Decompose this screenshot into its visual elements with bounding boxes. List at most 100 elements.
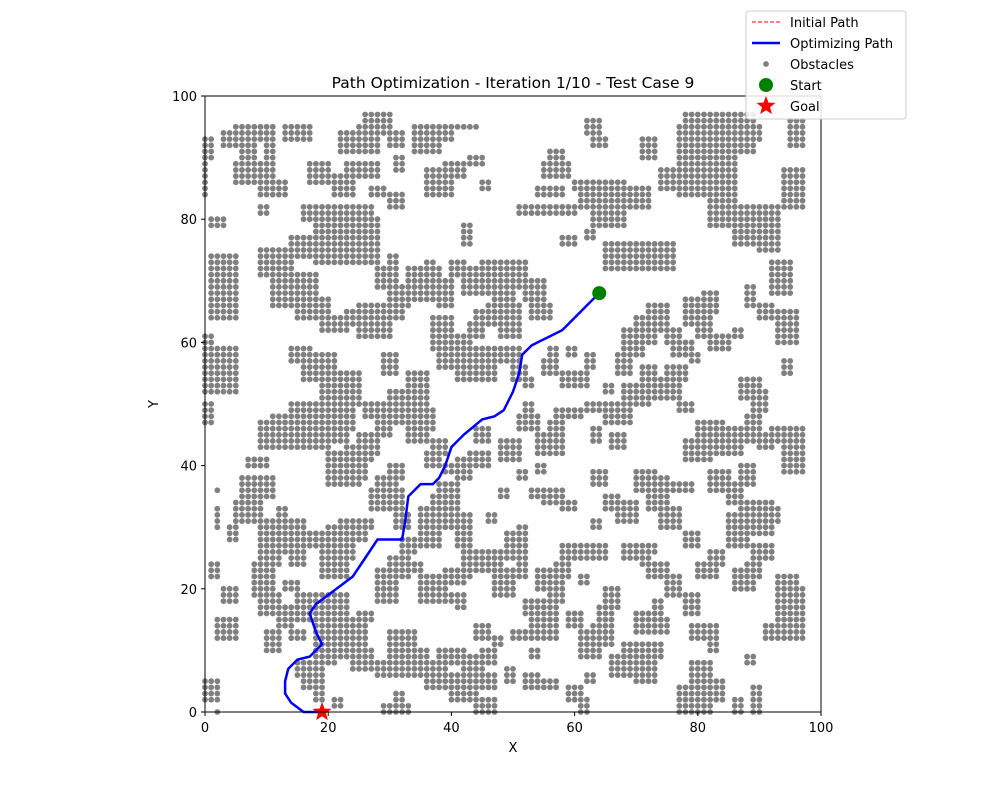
obstacle-point	[460, 240, 467, 247]
obstacle-point	[528, 302, 535, 309]
obstacle-point	[559, 542, 566, 549]
obstacle-point	[460, 173, 467, 179]
obstacle-point	[282, 413, 288, 420]
obstacle-point	[485, 511, 492, 518]
obstacle-point	[664, 240, 670, 247]
obstacle-point	[602, 641, 609, 648]
obstacle-point	[325, 234, 332, 241]
obstacle-point	[245, 456, 252, 463]
obstacle-point	[263, 555, 270, 561]
obstacle-point	[781, 191, 787, 198]
obstacle-point	[448, 653, 455, 660]
obstacle-point	[540, 290, 547, 297]
obstacle-point	[300, 271, 307, 278]
obstacle-point	[300, 210, 307, 216]
obstacle-point	[664, 573, 670, 580]
obstacle-point	[701, 438, 707, 444]
obstacle-point	[399, 462, 406, 469]
obstacle-point	[553, 431, 560, 438]
obstacle-point	[473, 462, 479, 469]
obstacle-point	[707, 450, 714, 457]
obstacle-point	[639, 327, 646, 333]
obstacle-point	[257, 253, 264, 260]
obstacle-point	[448, 327, 455, 333]
obstacle-point	[442, 678, 449, 685]
obstacle-point	[312, 160, 319, 167]
obstacle-point	[282, 542, 288, 549]
obstacle-point	[430, 462, 436, 469]
obstacle-point	[460, 653, 467, 660]
obstacle-point	[657, 629, 664, 635]
obstacle-point	[405, 394, 412, 401]
obstacle-point	[510, 277, 516, 284]
obstacle-point	[294, 314, 301, 321]
obstacle-point	[762, 444, 769, 451]
obstacle-point	[553, 364, 560, 370]
obstacle-point	[750, 394, 757, 401]
obstacle-point	[774, 222, 781, 229]
obstacle-point	[503, 357, 510, 364]
obstacle-point	[399, 702, 406, 709]
obstacle-point	[319, 234, 325, 241]
obstacle-point	[325, 167, 332, 173]
obstacle-point	[325, 173, 332, 179]
obstacle-point	[608, 616, 615, 623]
obstacle-point	[707, 117, 714, 124]
obstacle-point	[466, 653, 473, 660]
obstacle-point	[645, 548, 652, 555]
obstacle-point	[448, 647, 455, 654]
obstacle-point	[337, 327, 344, 333]
obstacle-point	[269, 160, 276, 167]
obstacle-point	[670, 388, 677, 395]
obstacle-point	[319, 629, 325, 635]
obstacle-point	[257, 160, 264, 167]
obstacle-point	[738, 493, 744, 500]
obstacle-point	[251, 592, 258, 598]
obstacle-point	[725, 431, 732, 438]
obstacle-point	[627, 345, 633, 352]
obstacle-point	[738, 573, 744, 580]
obstacle-point	[590, 197, 596, 204]
obstacle-point	[448, 598, 455, 605]
obstacle-point	[220, 370, 227, 377]
obstacle-point	[436, 579, 442, 586]
obstacle-point	[510, 321, 516, 327]
obstacle-point	[584, 364, 590, 370]
obstacle-point	[725, 185, 732, 192]
obstacle-point	[694, 130, 701, 136]
obstacle-point	[473, 327, 479, 333]
obstacle-point	[232, 351, 239, 358]
obstacle-point	[300, 610, 307, 617]
obstacle-point	[232, 130, 239, 136]
obstacle-point	[787, 573, 794, 580]
obstacle-point	[374, 592, 381, 598]
obstacle-point	[349, 142, 356, 149]
obstacle-point	[750, 690, 757, 697]
obstacle-point	[263, 148, 270, 155]
obstacle-point	[627, 382, 633, 389]
obstacle-point	[553, 684, 560, 691]
obstacle-point	[485, 696, 492, 703]
obstacle-point	[362, 450, 369, 457]
obstacle-point	[442, 185, 449, 192]
obstacle-point	[380, 475, 387, 481]
obstacle-point	[454, 647, 461, 654]
obstacle-point	[263, 173, 270, 179]
obstacle-point	[399, 555, 406, 561]
obstacle-point	[596, 635, 603, 641]
obstacle-point	[263, 647, 270, 654]
obstacle-point	[577, 555, 584, 561]
obstacle-point	[282, 536, 288, 543]
obstacle-point	[288, 561, 295, 568]
obstacle-point	[540, 629, 547, 635]
obstacle-point	[664, 561, 670, 568]
obstacle-point	[781, 468, 787, 475]
obstacle-point	[750, 530, 757, 537]
obstacle-point	[497, 333, 504, 340]
obstacle-point	[664, 333, 670, 340]
obstacle-point	[694, 154, 701, 161]
obstacle-point	[596, 431, 603, 438]
obstacle-point	[719, 555, 726, 561]
obstacle-point	[657, 173, 664, 179]
obstacle-point	[719, 123, 726, 130]
